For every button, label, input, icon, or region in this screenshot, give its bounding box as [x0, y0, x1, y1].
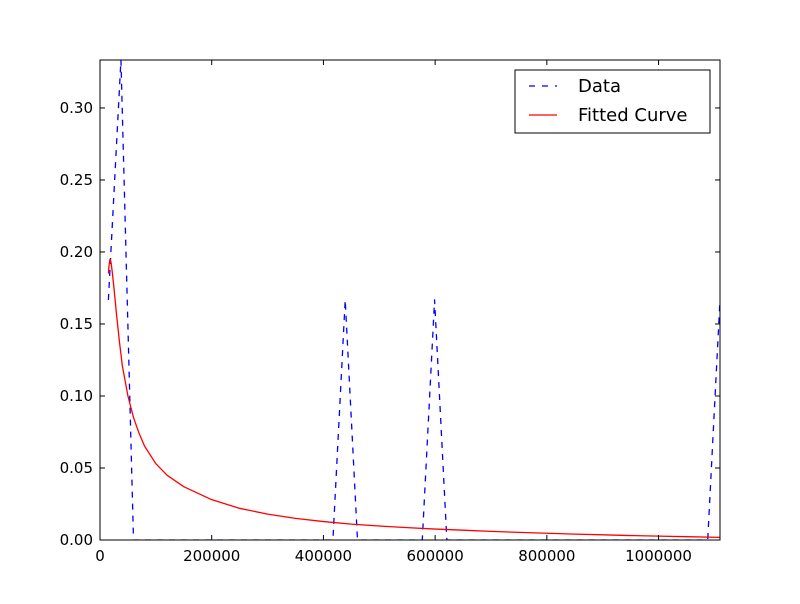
x-tick-label: 200000 — [183, 547, 240, 565]
x-tick-label: 1000000 — [625, 547, 692, 565]
y-tick-label: 0.30 — [60, 99, 93, 117]
legend-fitted-curve-label: Fitted Curve — [578, 105, 688, 126]
x-tick-label: 0 — [95, 547, 105, 565]
y-tick-label: 0.20 — [60, 243, 93, 261]
x-tick-label: 400000 — [295, 547, 352, 565]
legend-data-label: Data — [578, 76, 621, 97]
axes-frame — [99, 59, 721, 541]
y-tick-label: 0.00 — [60, 531, 93, 549]
y-tick-label: 0.15 — [60, 315, 93, 333]
legend: Data Fitted Curve — [514, 69, 711, 134]
x-tick-label: 800000 — [518, 547, 575, 565]
y-tick-label: 0.10 — [60, 387, 93, 405]
y-tick-label: 0.05 — [60, 459, 93, 477]
series-line-fitted-curve — [107, 258, 720, 539]
x-axis-ticks: 0 200000 400000 600000 800000 1000000 — [95, 60, 692, 565]
x-tick-label: 600000 — [407, 547, 464, 565]
plot-area — [107, 60, 720, 540]
y-axis-ticks: 0.00 0.05 0.10 0.15 0.20 0.25 0.30 — [60, 99, 720, 549]
y-tick-label: 0.25 — [60, 171, 93, 189]
legend-box — [514, 69, 711, 134]
